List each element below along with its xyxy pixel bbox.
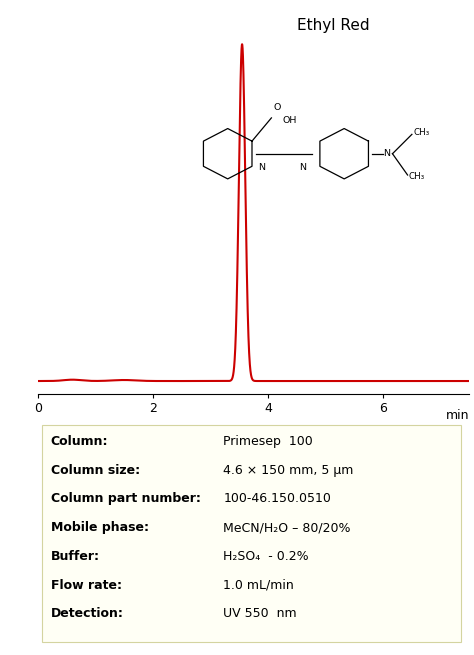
Text: UV 550  nm: UV 550 nm <box>223 607 297 620</box>
FancyBboxPatch shape <box>42 425 461 641</box>
Text: Column size:: Column size: <box>51 464 140 477</box>
Text: Ethyl Red: Ethyl Red <box>297 18 369 33</box>
Text: Mobile phase:: Mobile phase: <box>51 521 149 534</box>
Text: Primesep  100: Primesep 100 <box>223 435 313 448</box>
Text: 4.6 × 150 mm, 5 μm: 4.6 × 150 mm, 5 μm <box>223 464 354 477</box>
Text: N: N <box>299 163 306 172</box>
Text: Column part number:: Column part number: <box>51 493 201 506</box>
Text: Buffer:: Buffer: <box>51 550 100 563</box>
Text: 100-46.150.0510: 100-46.150.0510 <box>223 493 331 506</box>
Text: Detection:: Detection: <box>51 607 124 620</box>
Text: H₂SO₄  - 0.2%: H₂SO₄ - 0.2% <box>223 550 309 563</box>
Text: N: N <box>258 163 265 172</box>
Text: 1.0 mL/min: 1.0 mL/min <box>223 579 294 591</box>
Text: O: O <box>273 103 281 112</box>
Text: N: N <box>383 149 390 159</box>
Text: Column:: Column: <box>51 435 109 448</box>
Text: MeCN/H₂O – 80/20%: MeCN/H₂O – 80/20% <box>223 521 351 534</box>
Text: CH₃: CH₃ <box>409 172 425 181</box>
Text: CH₃: CH₃ <box>413 128 429 137</box>
Text: OH: OH <box>282 117 297 126</box>
Text: Flow rate:: Flow rate: <box>51 579 122 591</box>
Text: min: min <box>446 409 469 422</box>
